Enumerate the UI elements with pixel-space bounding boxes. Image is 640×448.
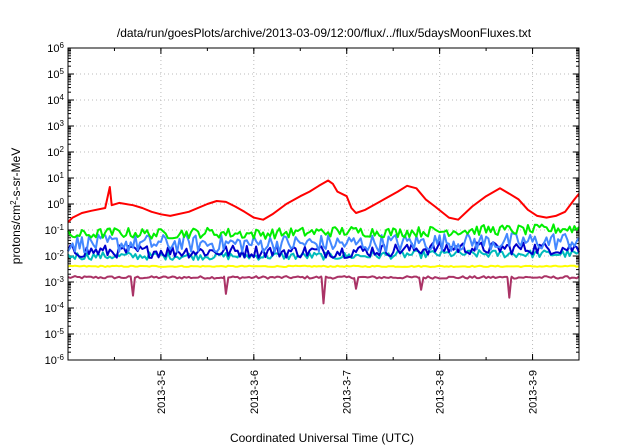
x-axis-label: Coordinated Universal Time (UTC) <box>230 431 414 445</box>
y-tick-label: 10-4 <box>45 301 65 316</box>
y-tick-label: 106 <box>47 41 64 56</box>
series-line <box>67 232 580 254</box>
x-tick-label: 2013-3-9 <box>528 370 540 414</box>
x-tick-labels: 2013-3-5 2013-3-6 2013-3-7 2013-3-8 2013-3-9 <box>156 370 540 414</box>
y-axis-label-sup: 2 <box>9 200 18 205</box>
grid-lines <box>68 47 580 361</box>
x-tick-label: 2013-3-8 <box>435 370 447 414</box>
series-line <box>67 264 580 268</box>
y-tick-label: 10-5 <box>45 327 65 342</box>
y-tick-label: 10-1 <box>45 223 65 238</box>
y-tick-labels: 10-6 10-5 10-4 10-3 10-2 10-1 100 101 102 103 104 1… <box>45 41 65 368</box>
x-tick-label: 2013-3-6 <box>249 370 261 414</box>
series-line <box>67 275 580 305</box>
y-tick-label: 10-2 <box>45 249 65 264</box>
x-tick-label: 2013-3-5 <box>156 370 168 414</box>
y-tick-label: 103 <box>47 119 64 134</box>
chart-title: /data/run/goesPlots/archive/2013-03-09/1… <box>117 26 532 40</box>
y-axis-label-base: protons/cm <box>9 205 23 264</box>
plot-frame <box>67 47 580 361</box>
y-tick-label: 10-6 <box>45 353 65 368</box>
series-line <box>67 223 580 240</box>
series-group <box>67 179 580 305</box>
y-axis-label-rest: -s-sr-MeV <box>9 148 23 201</box>
series-line <box>67 179 580 223</box>
y-tick-label: 10-3 <box>45 275 65 290</box>
y-axis-label: protons/cm2-s-sr-MeV <box>9 148 24 264</box>
y-tick-label: 105 <box>47 67 64 82</box>
y-tick-label: 104 <box>47 93 64 108</box>
y-tick-label: 100 <box>47 197 64 212</box>
y-tick-label: 102 <box>47 145 64 160</box>
y-tick-label: 101 <box>47 171 64 186</box>
x-tick-label: 2013-3-7 <box>342 370 354 414</box>
